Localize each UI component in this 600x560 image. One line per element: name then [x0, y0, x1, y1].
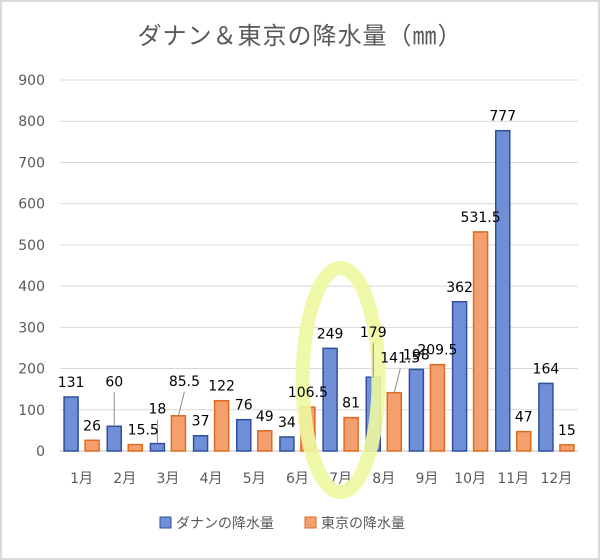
y-tick-label: 600 [18, 197, 45, 213]
data-label: 198 [403, 347, 430, 363]
bar-s0-6 [322, 347, 338, 452]
data-label: 141.5 [380, 351, 420, 367]
data-label: 362 [446, 280, 473, 296]
bar-s1-2 [170, 415, 187, 452]
data-label: 179 [360, 325, 387, 341]
bar-s1-6 [343, 416, 359, 452]
highlight-ellipse [295, 261, 386, 499]
bar-s1-8 [429, 363, 446, 452]
bar-s0-4 [236, 418, 252, 452]
data-label: 531.5 [461, 210, 501, 226]
x-tick-label: 3月 [156, 471, 179, 487]
data-label: 37 [192, 414, 210, 430]
legend: ダナンの降水量 東京の降水量 [159, 516, 405, 532]
chart-title: ダナン＆東京の降水量（㎜） [137, 22, 463, 50]
data-label: 164 [533, 361, 560, 377]
bar-s1-1 [127, 443, 143, 452]
bar-s0-0 [63, 396, 79, 452]
legend-swatch-1 [304, 516, 317, 529]
x-tick-label: 5月 [243, 471, 266, 487]
y-tick-label: 700 [18, 155, 45, 171]
y-tick-label: 100 [18, 403, 45, 419]
data-label: 34 [278, 415, 296, 431]
x-tick-label: 9月 [415, 471, 438, 487]
data-labels: 131 60 18 37 76 34 249 179 198 362 777 164 26 15.5 85.… [58, 109, 576, 444]
data-label: 60 [105, 374, 123, 390]
bar-s1-4 [257, 430, 273, 452]
x-tick-label: 12月 [541, 471, 573, 487]
x-tick-label: 8月 [372, 471, 395, 487]
bar-s0-2 [149, 442, 166, 452]
data-label: 122 [208, 379, 235, 395]
y-axis-ticks: 0 100 200 300 400 500 600 700 800 900 [18, 73, 45, 460]
data-label: 15.5 [128, 423, 159, 439]
data-label: 209.5 [417, 343, 457, 359]
y-tick-label: 0 [36, 444, 45, 460]
x-tick-label: 6月 [286, 471, 309, 487]
gridlines [60, 79, 578, 452]
y-tick-label: 500 [18, 238, 45, 254]
y-tick-label: 200 [18, 362, 45, 378]
data-label: 106.5 [288, 385, 328, 401]
data-label: 49 [256, 409, 274, 425]
bar-s0-8 [408, 368, 425, 452]
x-tick-label: 4月 [200, 471, 223, 487]
bar-s0-9 [451, 301, 468, 452]
data-label: 47 [515, 410, 533, 426]
data-label: 131 [58, 375, 85, 391]
legend-swatch-0 [159, 516, 172, 529]
bar-s0-3 [192, 434, 209, 452]
bar-s0-10 [495, 129, 511, 452]
bar-s0-1 [106, 425, 122, 452]
x-tick-label: 1月 [70, 471, 93, 487]
y-tick-label: 400 [18, 279, 45, 295]
data-label: 777 [489, 109, 516, 125]
x-axis-ticks: 1月 2月 3月 4月 5月 6月 7月 8月 9月 10月 11月 12月 [70, 471, 572, 487]
bar-s1-3 [213, 399, 230, 452]
data-label: 85.5 [169, 374, 200, 390]
data-label: 249 [317, 326, 344, 342]
legend-label: 東京の降水量 [321, 516, 405, 532]
highlight-ellipse-mark [295, 261, 386, 499]
bar-s0-5 [279, 436, 295, 452]
y-tick-label: 300 [18, 320, 45, 336]
data-label: 15 [558, 423, 576, 439]
x-tick-label: 10月 [454, 471, 486, 487]
data-label: 76 [235, 398, 253, 414]
label-leader-line [393, 368, 401, 393]
bar-s1-0 [84, 439, 100, 452]
label-leader-line [177, 391, 185, 416]
bar-s0-11 [538, 382, 554, 452]
y-tick-label: 900 [18, 73, 45, 89]
bar-s1-9 [472, 231, 489, 452]
bar-s1-10 [516, 430, 532, 452]
y-tick-label: 800 [18, 114, 45, 130]
x-tick-label: 2月 [113, 471, 136, 487]
bar-s1-7 [386, 391, 402, 452]
data-label: 26 [83, 418, 101, 434]
data-label: 18 [149, 402, 167, 418]
legend-label: ダナンの降水量 [176, 516, 274, 532]
data-label: 81 [342, 396, 360, 412]
bar-s1-11 [559, 444, 575, 452]
x-tick-label: 11月 [497, 471, 529, 487]
